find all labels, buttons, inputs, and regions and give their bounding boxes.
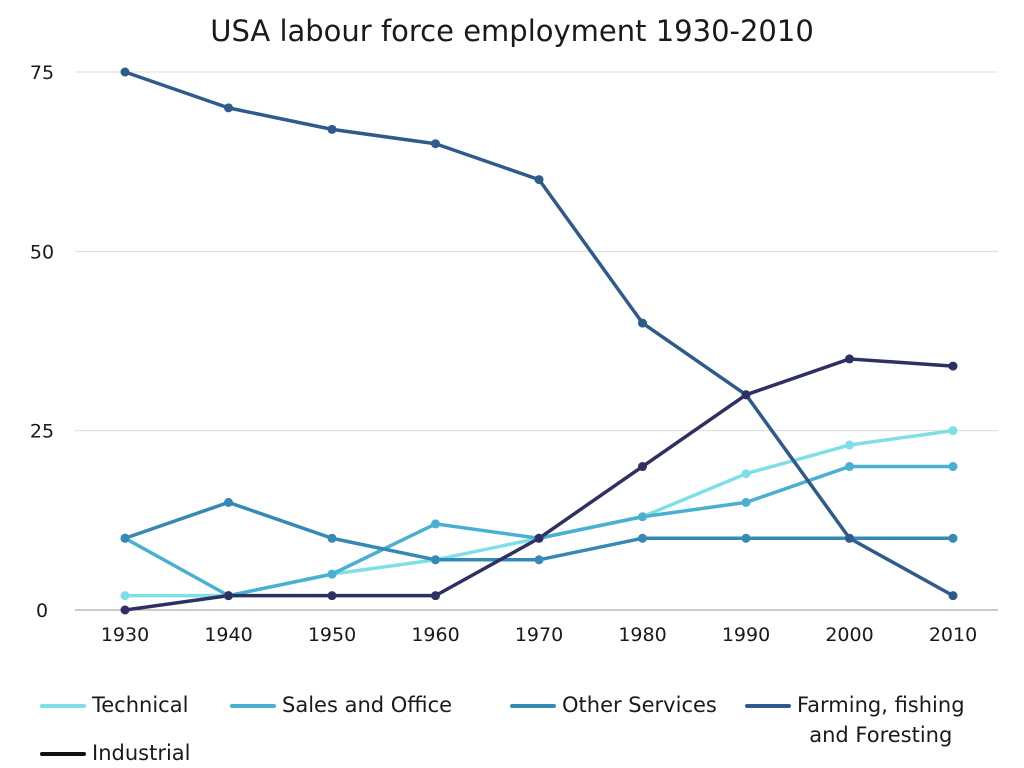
data-point-industrial-1970 <box>534 533 544 543</box>
data-point-industrial-2000 <box>845 354 854 364</box>
line-chart: 0 25 50 75 1930 1940 1950 1960 1970 1980 1990 2000… <box>30 62 998 646</box>
legend-swatch <box>510 704 556 708</box>
data-point-industrial-1950 <box>327 591 337 601</box>
data-point-farming-fishing-and-foresting-1940 <box>224 103 233 113</box>
data-point-industrial-1980 <box>638 462 647 472</box>
x-tick-label-2010: 2010 <box>929 624 977 646</box>
legend-item-technical: Technical <box>40 690 188 720</box>
series-line-industrial <box>123 357 955 612</box>
x-tick-label-1970: 1970 <box>515 624 563 646</box>
data-point-farming-fishing-and-foresting-1970 <box>534 175 544 185</box>
series-lines <box>123 70 955 612</box>
x-tick-label-1960: 1960 <box>411 624 459 646</box>
data-point-other-services-1970 <box>534 555 544 565</box>
series-line-farming-fishing-and-foresting <box>123 70 955 598</box>
data-point-other-services-1960 <box>431 555 440 565</box>
data-point-sales-and-office-1980 <box>638 512 647 522</box>
x-tick-label-1990: 1990 <box>722 624 770 646</box>
legend-label: Technical <box>92 693 189 717</box>
series-line-sales-and-office <box>123 464 955 598</box>
series-points <box>120 67 958 615</box>
data-point-other-services-1980 <box>638 533 647 543</box>
data-point-other-services-1930 <box>120 533 130 543</box>
legend-item-industrial: Industrial <box>40 738 191 768</box>
data-point-technical-1990 <box>741 469 751 479</box>
data-point-technical-2010 <box>948 426 958 436</box>
legend-item-sales-and-office: Sales and Office <box>230 690 452 720</box>
data-point-other-services-1950 <box>327 533 337 543</box>
legend-item-farming-fishing-and-foresting: Farming, fishing and Foresting <box>745 690 965 750</box>
data-point-sales-and-office-1990 <box>741 497 751 507</box>
data-point-other-services-1990 <box>741 533 751 543</box>
data-point-industrial-1960 <box>431 591 440 601</box>
data-point-industrial-1930 <box>120 605 130 615</box>
legend-label: Other Services <box>562 693 717 717</box>
legend-swatch <box>40 704 86 708</box>
data-point-farming-fishing-and-foresting-1930 <box>120 67 130 77</box>
x-tick-label-1940: 1940 <box>204 624 252 646</box>
y-tick-label-50: 50 <box>30 241 54 263</box>
data-point-farming-fishing-and-foresting-1960 <box>431 139 440 149</box>
data-point-other-services-1940 <box>224 497 233 507</box>
legend-item-other-services: Other Services <box>510 690 717 720</box>
y-tick-label-75: 75 <box>30 62 54 84</box>
data-point-sales-and-office-1950 <box>327 569 337 579</box>
x-axis-ticks: 1930 1940 1950 1960 1970 1980 1990 2000 2010 <box>101 624 977 646</box>
data-point-sales-and-office-2010 <box>948 462 958 472</box>
x-tick-label-1930: 1930 <box>101 624 149 646</box>
x-tick-label-1950: 1950 <box>308 624 356 646</box>
x-tick-label-1980: 1980 <box>618 624 666 646</box>
x-tick-label-2000: 2000 <box>825 624 873 646</box>
data-point-farming-fishing-and-foresting-2000 <box>845 533 854 543</box>
legend-label: Industrial <box>92 741 191 765</box>
data-point-farming-fishing-and-foresting-1980 <box>638 318 647 328</box>
legend-label: Farming, fishing and Foresting <box>797 693 965 747</box>
y-tick-label-25: 25 <box>30 421 54 443</box>
data-point-technical-1930 <box>120 591 130 601</box>
legend-swatch <box>745 704 791 708</box>
data-point-sales-and-office-2000 <box>845 462 854 472</box>
legend-label: Sales and Office <box>282 693 453 717</box>
chart-title: USA labour force employment 1930-2010 <box>210 14 814 48</box>
data-point-farming-fishing-and-foresting-2010 <box>948 591 958 601</box>
data-point-technical-2000 <box>845 440 854 450</box>
data-point-farming-fishing-and-foresting-1950 <box>327 124 337 134</box>
data-point-industrial-1940 <box>224 591 233 601</box>
legend-swatch <box>40 752 86 756</box>
y-axis-ticks: 0 25 50 75 <box>30 62 54 622</box>
legend-swatch <box>230 704 276 708</box>
series-line-technical <box>123 428 955 598</box>
grid-lines <box>75 71 998 611</box>
y-tick-label-0: 0 <box>36 600 48 622</box>
data-point-industrial-2010 <box>948 361 958 371</box>
legend: Technical Sales and Office Other Services F… <box>40 690 1000 768</box>
data-point-sales-and-office-1960 <box>431 519 440 529</box>
data-point-industrial-1990 <box>741 390 751 400</box>
data-point-other-services-2010 <box>948 533 958 543</box>
